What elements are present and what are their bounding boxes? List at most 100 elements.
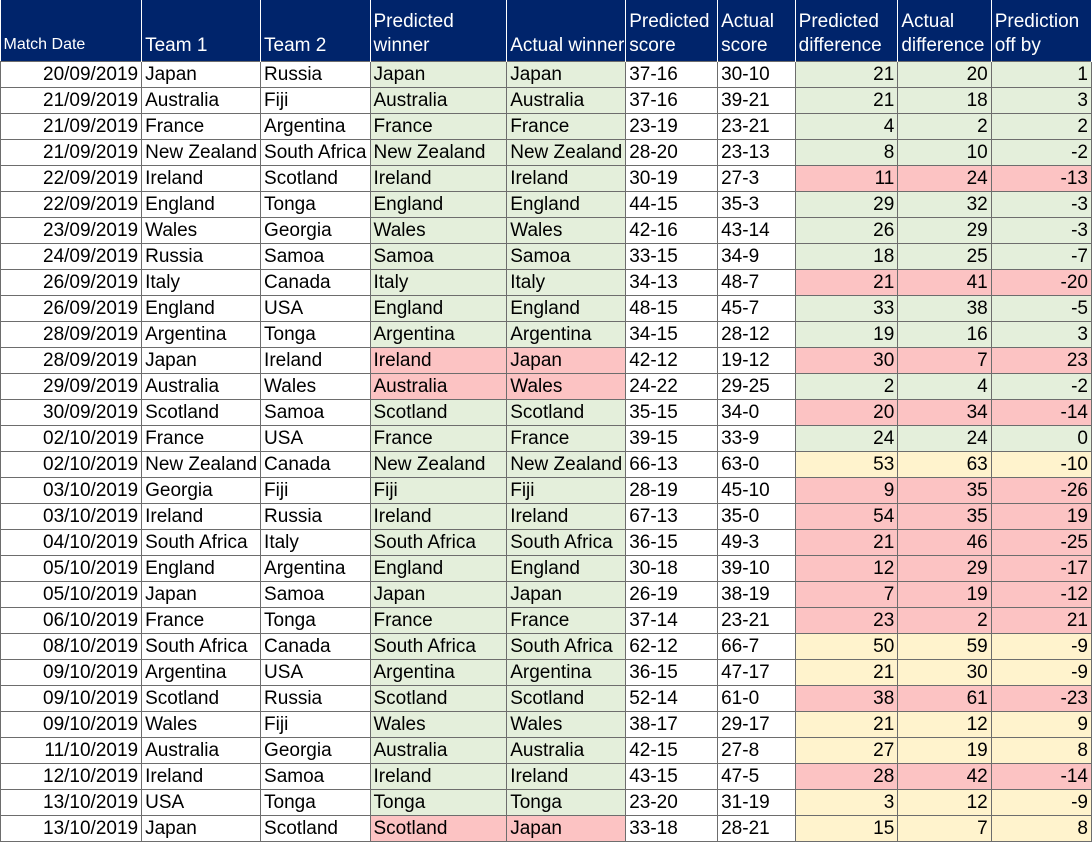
cell-team-1[interactable]: Australia	[141, 86, 262, 114]
cell-team-2[interactable]: Georgia	[260, 216, 371, 244]
cell-actual-winner[interactable]: Japan	[506, 60, 627, 88]
cell-predicted-score[interactable]: 24-22	[625, 372, 719, 400]
cell-prediction-off-by[interactable]: -17	[990, 554, 1092, 582]
cell-team-2[interactable]: USA	[260, 294, 371, 322]
cell-match-date[interactable]: 05/10/2019	[0, 554, 143, 582]
cell-match-date[interactable]: 26/09/2019	[0, 268, 143, 296]
cell-match-date[interactable]: 22/09/2019	[0, 164, 143, 192]
cell-predicted-winner[interactable]: Scotland	[369, 398, 508, 426]
cell-actual-winner[interactable]: Ireland	[506, 502, 627, 530]
cell-predicted-difference[interactable]: 12	[794, 554, 899, 582]
cell-actual-winner[interactable]: Tonga	[506, 788, 627, 816]
cell-actual-difference[interactable]: 24	[897, 424, 992, 452]
cell-actual-score[interactable]: 27-8	[717, 736, 796, 764]
cell-match-date[interactable]: 08/10/2019	[0, 632, 143, 660]
cell-predicted-score[interactable]: 39-15	[625, 424, 719, 452]
cell-actual-difference[interactable]: 18	[897, 86, 992, 114]
cell-predicted-score[interactable]: 52-14	[625, 684, 719, 712]
cell-predicted-score[interactable]: 33-15	[625, 242, 719, 270]
cell-match-date[interactable]: 28/09/2019	[0, 346, 143, 374]
cell-actual-winner[interactable]: Fiji	[506, 476, 627, 504]
cell-predicted-difference[interactable]: 21	[794, 710, 899, 738]
cell-match-date[interactable]: 02/10/2019	[0, 450, 143, 478]
cell-predicted-winner[interactable]: Argentina	[369, 320, 508, 348]
cell-team-2[interactable]: USA	[260, 424, 371, 452]
cell-actual-difference[interactable]: 61	[897, 684, 992, 712]
cell-match-date[interactable]: 11/10/2019	[0, 736, 143, 764]
cell-team-2[interactable]: Samoa	[260, 762, 371, 790]
cell-predicted-winner[interactable]: England	[369, 190, 508, 218]
cell-predicted-score[interactable]: 44-15	[625, 190, 719, 218]
cell-predicted-score[interactable]: 23-20	[625, 788, 719, 816]
cell-predicted-winner[interactable]: France	[369, 112, 508, 140]
cell-predicted-difference[interactable]: 26	[794, 216, 899, 244]
cell-predicted-winner[interactable]: Ireland	[369, 164, 508, 192]
cell-predicted-winner[interactable]: Tonga	[369, 788, 508, 816]
cell-predicted-score[interactable]: 37-16	[625, 60, 719, 88]
cell-team-2[interactable]: Samoa	[260, 580, 371, 608]
cell-predicted-winner[interactable]: New Zealand	[369, 138, 508, 166]
cell-predicted-winner[interactable]: Japan	[369, 580, 508, 608]
cell-predicted-difference[interactable]: 24	[794, 424, 899, 452]
cell-team-1[interactable]: Scotland	[141, 684, 262, 712]
cell-actual-difference[interactable]: 20	[897, 60, 992, 88]
cell-actual-winner[interactable]: Wales	[506, 710, 627, 738]
cell-predicted-winner[interactable]: Argentina	[369, 658, 508, 686]
cell-prediction-off-by[interactable]: 3	[990, 320, 1092, 348]
cell-team-2[interactable]: Italy	[260, 528, 371, 556]
cell-team-1[interactable]: New Zealand	[141, 450, 262, 478]
cell-team-2[interactable]: Fiji	[260, 710, 371, 738]
cell-prediction-off-by[interactable]: -25	[990, 528, 1092, 556]
cell-predicted-difference[interactable]: 8	[794, 138, 899, 166]
cell-team-2[interactable]: Tonga	[260, 320, 371, 348]
cell-team-2[interactable]: Canada	[260, 632, 371, 660]
cell-team-1[interactable]: Japan	[141, 346, 262, 374]
cell-team-1[interactable]: Japan	[141, 60, 262, 88]
cell-predicted-score[interactable]: 30-18	[625, 554, 719, 582]
cell-predicted-score[interactable]: 42-15	[625, 736, 719, 764]
cell-team-1[interactable]: Scotland	[141, 398, 262, 426]
header-predicted-difference[interactable]: Predicted difference	[795, 0, 899, 61]
header-actual-difference[interactable]: Actual difference	[897, 0, 992, 61]
cell-actual-winner[interactable]: France	[506, 424, 627, 452]
cell-team-2[interactable]: Canada	[260, 268, 371, 296]
cell-predicted-difference[interactable]: 21	[794, 528, 899, 556]
cell-actual-difference[interactable]: 10	[897, 138, 992, 166]
cell-actual-score[interactable]: 39-21	[717, 86, 796, 114]
cell-prediction-off-by[interactable]: -23	[990, 684, 1092, 712]
cell-predicted-winner[interactable]: New Zealand	[369, 450, 508, 478]
cell-actual-difference[interactable]: 34	[897, 398, 992, 426]
cell-actual-score[interactable]: 27-3	[717, 164, 796, 192]
cell-team-2[interactable]: Argentina	[260, 554, 371, 582]
cell-actual-score[interactable]: 34-9	[717, 242, 796, 270]
cell-team-1[interactable]: Japan	[141, 580, 262, 608]
cell-actual-score[interactable]: 49-3	[717, 528, 796, 556]
cell-actual-difference[interactable]: 30	[897, 658, 992, 686]
cell-predicted-difference[interactable]: 30	[794, 346, 899, 374]
cell-match-date[interactable]: 29/09/2019	[0, 372, 143, 400]
cell-prediction-off-by[interactable]: 19	[990, 502, 1092, 530]
cell-predicted-score[interactable]: 30-19	[625, 164, 719, 192]
cell-team-2[interactable]: Georgia	[260, 736, 371, 764]
cell-prediction-off-by[interactable]: -7	[990, 242, 1092, 270]
cell-predicted-score[interactable]: 36-15	[625, 528, 719, 556]
cell-predicted-winner[interactable]: Samoa	[369, 242, 508, 270]
cell-predicted-score[interactable]: 42-12	[625, 346, 719, 374]
cell-actual-difference[interactable]: 42	[897, 762, 992, 790]
cell-prediction-off-by[interactable]: 2	[990, 112, 1092, 140]
cell-predicted-winner[interactable]: England	[369, 294, 508, 322]
cell-predicted-winner[interactable]: South Africa	[369, 528, 508, 556]
cell-match-date[interactable]: 21/09/2019	[0, 86, 143, 114]
cell-actual-score[interactable]: 48-7	[717, 268, 796, 296]
cell-match-date[interactable]: 09/10/2019	[0, 710, 143, 738]
cell-team-2[interactable]: Fiji	[260, 86, 371, 114]
cell-predicted-difference[interactable]: 9	[794, 476, 899, 504]
cell-actual-score[interactable]: 23-21	[717, 606, 796, 634]
cell-team-2[interactable]: Russia	[260, 684, 371, 712]
cell-team-2[interactable]: Ireland	[260, 346, 371, 374]
cell-predicted-winner[interactable]: France	[369, 606, 508, 634]
cell-team-1[interactable]: France	[141, 112, 262, 140]
cell-predicted-score[interactable]: 23-19	[625, 112, 719, 140]
cell-predicted-difference[interactable]: 38	[794, 684, 899, 712]
cell-actual-winner[interactable]: Italy	[506, 268, 627, 296]
